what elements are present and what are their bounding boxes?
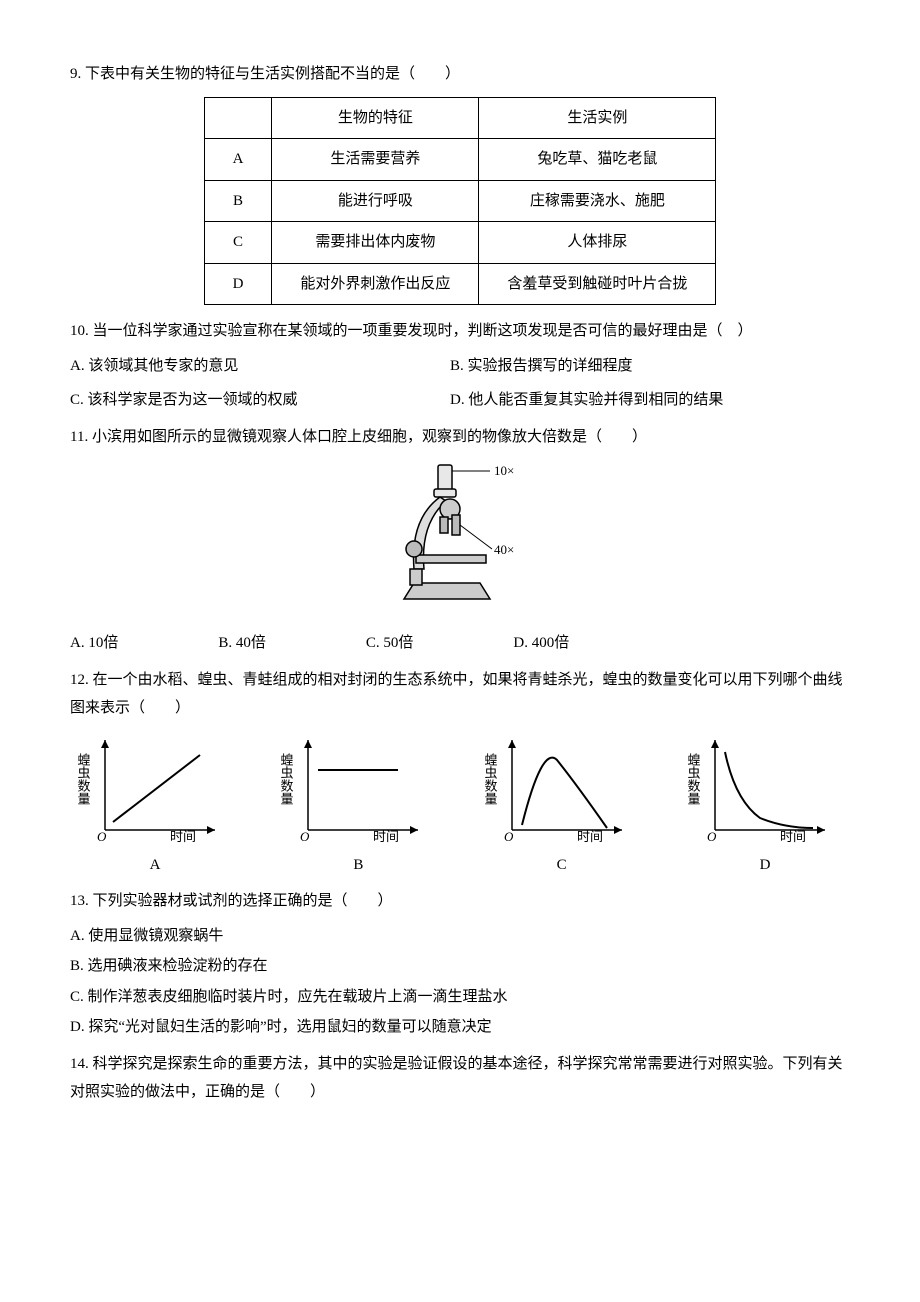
microscope-icon: 10× 40× — [380, 459, 540, 619]
chart-b: 蝗虫数量 O 时间 B — [273, 735, 443, 880]
chart-c-svg: 蝗虫数量 O 时间 — [482, 735, 642, 845]
y-axis-label: 蝗虫数量 — [685, 753, 700, 805]
question-13: 13. 下列实验器材或试剂的选择正确的是（ ） A. 使用显微镜观察蜗牛 B. … — [70, 887, 850, 1042]
row-key: D — [204, 263, 272, 305]
question-14: 14. 科学探究是探索生命的重要方法，其中的实验是验证假设的基本途径，科学探究常… — [70, 1050, 850, 1107]
y-axis-label: 蝗虫数量 — [279, 753, 294, 805]
question-10-number: 10. — [70, 323, 89, 339]
question-14-number: 14. — [70, 1056, 89, 1072]
option-a: A. 该领域其他专家的意见 — [70, 352, 410, 381]
row-feature: 能进行呼吸 — [272, 180, 479, 222]
option-d: D. 探究“光对鼠妇生活的影响”时，选用鼠妇的数量可以随意决定 — [70, 1013, 850, 1042]
question-10-options-row-2: C. 该科学家是否为这一领域的权威 D. 他人能否重复其实验并得到相同的结果 — [70, 386, 850, 415]
question-12-text: 12. 在一个由水稻、蝗虫、青蛙组成的相对封闭的生态系统中，如果将青蛙杀光，蝗虫… — [70, 666, 850, 723]
question-9-number: 9. — [70, 66, 81, 82]
header-feature: 生物的特征 — [272, 97, 479, 139]
chart-a-label: A — [150, 851, 161, 880]
option-b: B. 选用碘液来检验淀粉的存在 — [70, 952, 850, 981]
option-c: C. 制作洋葱表皮细胞临时装片时，应先在载玻片上滴一滴生理盐水 — [70, 983, 850, 1012]
question-11-body: 小滨用如图所示的显微镜观察人体口腔上皮细胞，观察到的物像放大倍数是（ ） — [92, 429, 647, 445]
y-axis-label: 蝗虫数量 — [76, 753, 91, 805]
chart-b-label: B — [353, 851, 363, 880]
question-11-number: 11. — [70, 429, 88, 445]
question-12-number: 12. — [70, 672, 89, 688]
question-14-text: 14. 科学探究是探索生命的重要方法，其中的实验是验证假设的基本途径，科学探究常… — [70, 1050, 850, 1107]
row-example: 庄稼需要浇水、施肥 — [479, 180, 716, 222]
option-a: A. 10倍 — [70, 629, 118, 658]
origin-label: O — [504, 829, 514, 844]
question-11-text: 11. 小滨用如图所示的显微镜观察人体口腔上皮细胞，观察到的物像放大倍数是（ ） — [70, 423, 850, 452]
row-key: B — [204, 180, 272, 222]
row-example: 人体排尿 — [479, 222, 716, 264]
chart-a-svg: 蝗虫数量 O 时间 — [75, 735, 235, 845]
question-13-text: 13. 下列实验器材或试剂的选择正确的是（ ） — [70, 887, 850, 916]
table-header-row: 生物的特征 生活实例 — [204, 97, 716, 139]
question-13-body: 下列实验器材或试剂的选择正确的是（ ） — [93, 893, 393, 909]
x-axis-label: 时间 — [170, 829, 196, 844]
origin-label: O — [97, 829, 107, 844]
row-feature: 需要排出体内废物 — [272, 222, 479, 264]
table-row: C 需要排出体内废物 人体排尿 — [204, 222, 716, 264]
question-10-options-row-1: A. 该领域其他专家的意见 B. 实验报告撰写的详细程度 — [70, 352, 850, 381]
chart-c-label: C — [557, 851, 567, 880]
option-b: B. 实验报告撰写的详细程度 — [450, 352, 633, 381]
question-12-charts: 蝗虫数量 O 时间 A 蝗虫数量 — [70, 735, 850, 880]
option-c: C. 该科学家是否为这一领域的权威 — [70, 386, 410, 415]
origin-label: O — [300, 829, 310, 844]
eyepiece-label: 10× — [494, 463, 514, 478]
chart-d-svg: 蝗虫数量 O 时间 — [685, 735, 845, 845]
option-c: C. 50倍 — [366, 629, 414, 658]
question-14-body: 科学探究是探索生命的重要方法，其中的实验是验证假设的基本途径，科学探究常常需要进… — [70, 1056, 843, 1101]
x-axis-label: 时间 — [373, 829, 399, 844]
question-10-text: 10. 当一位科学家通过实验宣称在某领域的一项重要发现时，判断这项发现是否可信的… — [70, 317, 850, 346]
row-feature: 能对外界刺激作出反应 — [272, 263, 479, 305]
option-b: B. 40倍 — [218, 629, 266, 658]
objective-label: 40× — [494, 542, 514, 557]
question-12: 12. 在一个由水稻、蝗虫、青蛙组成的相对封闭的生态系统中，如果将青蛙杀光，蝗虫… — [70, 666, 850, 880]
chart-b-svg: 蝗虫数量 O 时间 — [278, 735, 438, 845]
chart-c: 蝗虫数量 O 时间 C — [477, 735, 647, 880]
question-10: 10. 当一位科学家通过实验宣称在某领域的一项重要发现时，判断这项发现是否可信的… — [70, 317, 850, 415]
question-9: 9. 下表中有关生物的特征与生活实例搭配不当的是（ ） 生物的特征 生活实例 A… — [70, 60, 850, 305]
row-key: A — [204, 139, 272, 181]
row-key: C — [204, 222, 272, 264]
table-row: A 生活需要营养 兔吃草、猫吃老鼠 — [204, 139, 716, 181]
chart-d: 蝗虫数量 O 时间 D — [680, 735, 850, 880]
question-10-body: 当一位科学家通过实验宣称在某领域的一项重要发现时，判断这项发现是否可信的最好理由… — [93, 323, 753, 339]
row-example: 含羞草受到触碰时叶片合拢 — [479, 263, 716, 305]
header-example: 生活实例 — [479, 97, 716, 139]
question-11: 11. 小滨用如图所示的显微镜观察人体口腔上皮细胞，观察到的物像放大倍数是（ ） — [70, 423, 850, 658]
header-blank — [204, 97, 272, 139]
option-d: D. 他人能否重复其实验并得到相同的结果 — [450, 386, 723, 415]
table-row: D 能对外界刺激作出反应 含羞草受到触碰时叶片合拢 — [204, 263, 716, 305]
chart-a: 蝗虫数量 O 时间 A — [70, 735, 240, 880]
y-axis-label: 蝗虫数量 — [482, 753, 497, 805]
x-axis-label: 时间 — [577, 829, 603, 844]
table-row: B 能进行呼吸 庄稼需要浇水、施肥 — [204, 180, 716, 222]
option-d: D. 400倍 — [513, 629, 569, 658]
chart-d-label: D — [760, 851, 771, 880]
question-13-number: 13. — [70, 893, 89, 909]
question-9-body: 下表中有关生物的特征与生活实例搭配不当的是（ ） — [85, 66, 460, 82]
row-example: 兔吃草、猫吃老鼠 — [479, 139, 716, 181]
microscope-figure: 10× 40× — [70, 459, 850, 619]
question-11-options: A. 10倍 B. 40倍 C. 50倍 D. 400倍 — [70, 629, 850, 658]
question-9-text: 9. 下表中有关生物的特征与生活实例搭配不当的是（ ） — [70, 60, 850, 89]
origin-label: O — [707, 829, 717, 844]
x-axis-label: 时间 — [780, 829, 806, 844]
option-a: A. 使用显微镜观察蜗牛 — [70, 922, 850, 951]
question-13-options: A. 使用显微镜观察蜗牛 B. 选用碘液来检验淀粉的存在 C. 制作洋葱表皮细胞… — [70, 922, 850, 1042]
row-feature: 生活需要营养 — [272, 139, 479, 181]
question-9-table: 生物的特征 生活实例 A 生活需要营养 兔吃草、猫吃老鼠 B 能进行呼吸 庄稼需… — [204, 97, 717, 306]
question-12-body: 在一个由水稻、蝗虫、青蛙组成的相对封闭的生态系统中，如果将青蛙杀光，蝗虫的数量变… — [70, 672, 843, 717]
